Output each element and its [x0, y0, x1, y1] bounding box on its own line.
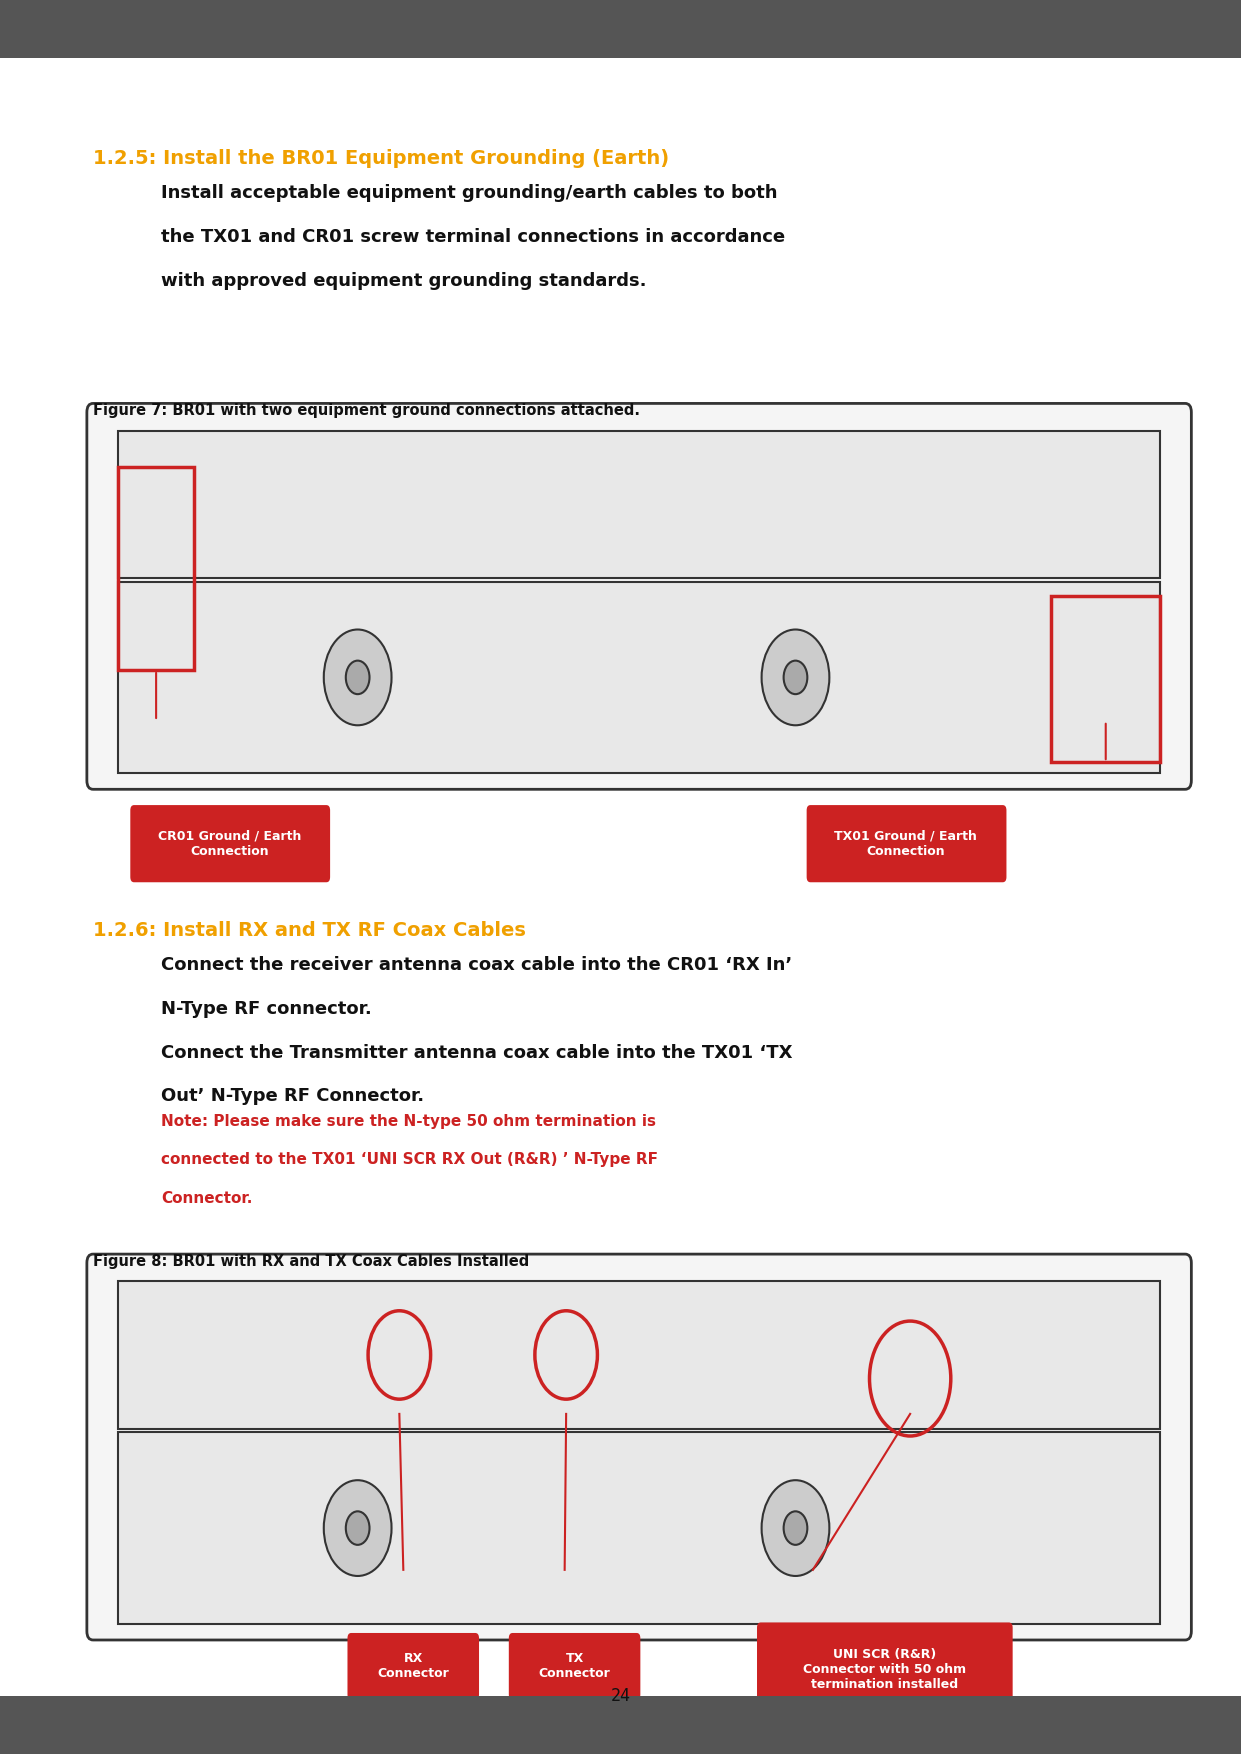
Text: UNI SCR (R&R)
Connector with 50 ohm
termination installed: UNI SCR (R&R) Connector with 50 ohm term… [803, 1649, 967, 1691]
FancyBboxPatch shape [87, 1254, 1191, 1640]
Bar [118, 582, 1160, 774]
Text: Connector.: Connector. [161, 1191, 253, 1207]
Text: Out’ N-Type RF Connector.: Out’ N-Type RF Connector. [161, 1087, 424, 1105]
FancyBboxPatch shape [87, 403, 1191, 789]
Bar [0, 0, 1241, 58]
Circle shape [324, 630, 392, 726]
Circle shape [324, 1480, 392, 1575]
Bar [118, 430, 1160, 577]
Text: Install acceptable equipment grounding/earth cables to both: Install acceptable equipment grounding/e… [161, 184, 778, 202]
Bar [118, 1280, 1160, 1428]
Text: Figure 8: BR01 with RX and TX Coax Cables Installed: Figure 8: BR01 with RX and TX Coax Cable… [93, 1254, 530, 1270]
Circle shape [783, 661, 808, 695]
FancyBboxPatch shape [347, 1633, 479, 1700]
FancyBboxPatch shape [807, 805, 1006, 882]
Text: 1.2.6: Install RX and TX RF Coax Cables: 1.2.6: Install RX and TX RF Coax Cables [93, 921, 526, 940]
Text: TX01 Ground / Earth
Connection: TX01 Ground / Earth Connection [834, 830, 978, 858]
Bar [1051, 596, 1160, 761]
FancyBboxPatch shape [757, 1622, 1013, 1717]
Text: with approved equipment grounding standards.: with approved equipment grounding standa… [161, 272, 647, 289]
Text: N-Type RF connector.: N-Type RF connector. [161, 1000, 372, 1017]
Circle shape [762, 1480, 829, 1575]
Text: Note: Please make sure the N-type 50 ohm termination is: Note: Please make sure the N-type 50 ohm… [161, 1114, 656, 1130]
Bar [118, 467, 195, 670]
FancyBboxPatch shape [509, 1633, 640, 1700]
Bar [118, 1433, 1160, 1624]
Text: 24: 24 [611, 1687, 630, 1705]
Bar [0, 1696, 1241, 1754]
Text: TX
Connector: TX Connector [539, 1652, 611, 1680]
Text: 1.2.5: Install the BR01 Equipment Grounding (Earth): 1.2.5: Install the BR01 Equipment Ground… [93, 149, 669, 168]
Circle shape [783, 1512, 808, 1545]
Circle shape [346, 661, 370, 695]
Text: CR01 Ground / Earth
Connection: CR01 Ground / Earth Connection [158, 830, 302, 858]
Text: Connect the receiver antenna coax cable into the CR01 ‘RX In’: Connect the receiver antenna coax cable … [161, 956, 793, 973]
Text: RX
Connector: RX Connector [377, 1652, 449, 1680]
Circle shape [346, 1512, 370, 1545]
Text: the TX01 and CR01 screw terminal connections in accordance: the TX01 and CR01 screw terminal connect… [161, 228, 786, 246]
Text: Figure 7: BR01 with two equipment ground connections attached.: Figure 7: BR01 with two equipment ground… [93, 403, 640, 419]
Text: Connect the Transmitter antenna coax cable into the TX01 ‘TX: Connect the Transmitter antenna coax cab… [161, 1044, 793, 1061]
FancyBboxPatch shape [130, 805, 330, 882]
Text: connected to the TX01 ‘UNI SCR RX Out (R&R) ’ N-Type RF: connected to the TX01 ‘UNI SCR RX Out (R… [161, 1152, 658, 1168]
Circle shape [762, 630, 829, 726]
